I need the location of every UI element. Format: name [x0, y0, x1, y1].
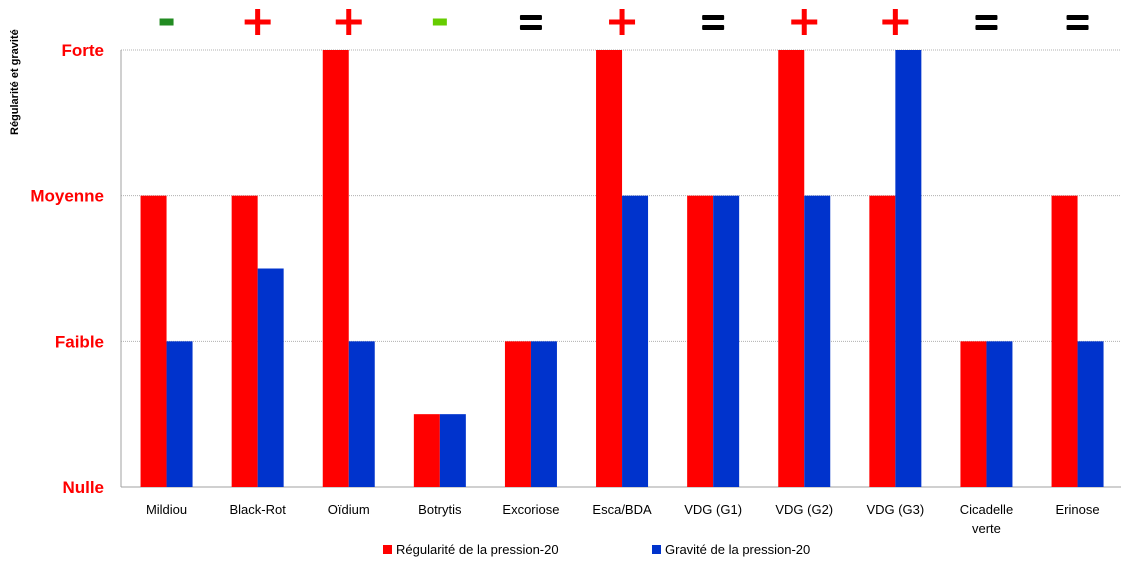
x-tick-label: VDG (G1) [684, 502, 742, 517]
x-tick-label: Cicadelle [960, 502, 1013, 517]
legend-label: Régularité de la pression-20 [396, 542, 559, 557]
legend-label: Gravité de la pression-20 [665, 542, 810, 557]
bar-regularite [413, 414, 440, 487]
bar-gravite [166, 341, 193, 487]
x-tick-label: Esca/BDA [592, 502, 652, 517]
legend: Régularité de la pression-20 Gravité de l… [383, 542, 810, 557]
trend-marker: + [609, 9, 636, 35]
trend-marker: = [702, 15, 725, 30]
bar-regularite [960, 341, 987, 487]
bar-gravite [257, 268, 284, 487]
trend-marker: = [519, 15, 542, 30]
bar-gravite [713, 195, 740, 487]
x-tick-label: Oïdium [328, 502, 370, 517]
trend-marker: + [882, 9, 909, 35]
bar-gravite [439, 414, 466, 487]
y-tick-labels: Nulle Faible Moyenne Forte [30, 41, 104, 497]
bar-regularite [1051, 195, 1078, 487]
bar-regularite [778, 50, 805, 487]
bars [140, 50, 1104, 487]
bar-regularite [140, 195, 167, 487]
y-tick-label: Forte [62, 41, 105, 60]
bar-gravite [1077, 341, 1104, 487]
bar-regularite [596, 50, 623, 487]
y-tick-label: Faible [55, 332, 104, 351]
trend-marker: + [335, 9, 362, 35]
bar-gravite [530, 341, 557, 487]
x-tick-label: VDG (G2) [775, 502, 833, 517]
bar-gravite [804, 195, 831, 487]
x-tick-label: verte [972, 521, 1001, 536]
y-tick-label: Moyenne [30, 187, 104, 206]
y-tick-label: Nulle [62, 478, 104, 497]
bar-regularite [322, 50, 349, 487]
x-tick-label: Excoriose [502, 502, 559, 517]
y-axis-label: Régularité et gravité [9, 29, 21, 135]
bar-regularite [687, 195, 714, 487]
bar-regularite [869, 195, 896, 487]
x-tick-labels: Mildiou Black-Rot Oïdium Botrytis Excoriose E… [146, 502, 1100, 536]
trend-markers: - + + - = + = + + = = [159, 9, 1089, 35]
trend-marker: - [432, 18, 447, 26]
legend-swatch [383, 545, 392, 554]
bar-gravite [622, 195, 649, 487]
x-tick-label: Black-Rot [229, 502, 286, 517]
trend-marker: = [975, 15, 998, 30]
trend-marker: + [791, 9, 818, 35]
x-tick-label: VDG (G3) [866, 502, 924, 517]
bar-gravite [895, 50, 922, 487]
x-tick-label: Mildiou [146, 502, 187, 517]
trend-marker: + [244, 9, 271, 35]
legend-item: Régularité de la pression-20 [383, 542, 559, 557]
trend-marker: = [1066, 15, 1089, 30]
x-tick-label: Botrytis [418, 502, 462, 517]
bar-gravite [986, 341, 1013, 487]
legend-swatch [652, 545, 661, 554]
legend-item: Gravité de la pression-20 [652, 542, 810, 557]
bar-gravite [348, 341, 375, 487]
bar-regularite [504, 341, 531, 487]
trend-marker: - [159, 18, 174, 26]
bar-regularite [231, 195, 258, 487]
x-tick-label: Erinose [1056, 502, 1100, 517]
